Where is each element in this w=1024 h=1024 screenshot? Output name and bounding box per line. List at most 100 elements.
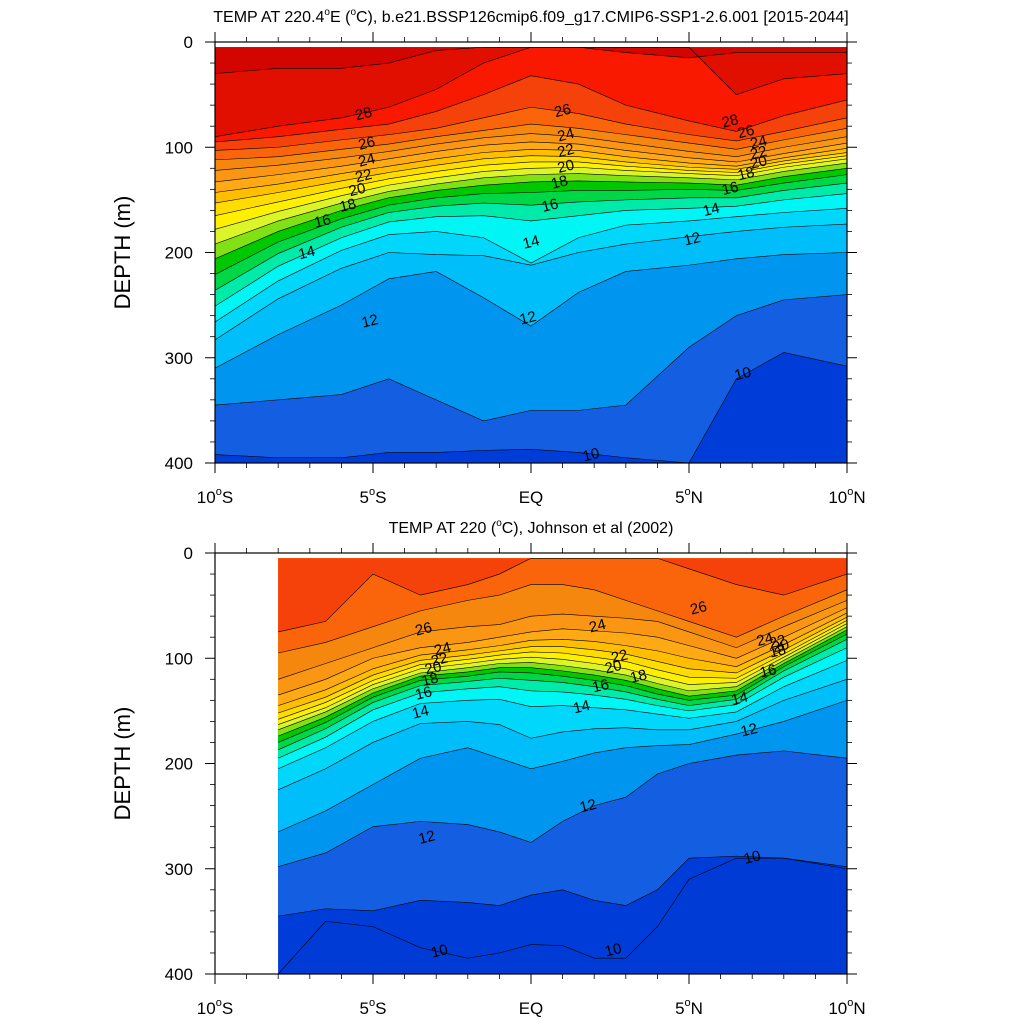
contour-label: 22 — [353, 166, 373, 187]
contour-label: 20 — [556, 156, 576, 177]
contour-label: 12 — [417, 827, 437, 848]
contour-label: 18 — [736, 164, 756, 185]
isotherm-9 — [277, 857, 847, 974]
isotherm-10 — [278, 855, 847, 917]
contour-label: 10 — [742, 847, 762, 868]
contour-fills — [277, 557, 847, 974]
contour-label: 20 — [347, 180, 367, 201]
contour-label: 10 — [603, 940, 623, 961]
contour-label: 24 — [748, 132, 768, 153]
isotherm-15 — [278, 647, 847, 759]
contour-label: 18 — [338, 195, 358, 216]
isotherm-14 — [215, 207, 847, 323]
isotherm-20 — [278, 623, 847, 725]
isotherm-27 — [278, 557, 847, 633]
y-tick-label: 0 — [184, 33, 193, 52]
isotherm-29 — [215, 46, 847, 138]
y-tick-label: 0 — [184, 544, 193, 563]
isotherm-10 — [215, 352, 847, 463]
isotherm-27 — [215, 106, 847, 151]
contour-label: 16 — [720, 179, 740, 200]
y-tick-label: 400 — [165, 454, 193, 473]
contour-label: 10 — [429, 941, 449, 962]
contour-label: 16 — [312, 211, 332, 232]
x-tick-label: 10oN — [828, 486, 865, 507]
contour-label: 22 — [767, 632, 787, 653]
isotherm-22 — [278, 616, 847, 714]
contour-label: 24 — [556, 125, 576, 146]
y-axis-label: DEPTH (m) — [110, 196, 135, 310]
contour-label: 20 — [423, 658, 443, 679]
contour-label: 22 — [429, 650, 449, 671]
isotherm-23 — [215, 148, 847, 193]
x-tick-label: 5oN — [675, 486, 703, 507]
isotherm-15 — [215, 193, 847, 307]
y-tick-label: 300 — [165, 860, 193, 879]
isotherm-16 — [278, 639, 847, 751]
y-tick-label: 200 — [165, 755, 193, 774]
contour-label: 12 — [739, 720, 759, 741]
contour-label: 24 — [357, 150, 377, 171]
contour-label: 24 — [587, 616, 607, 637]
isotherm-14 — [278, 660, 847, 770]
isotherm-23 — [278, 612, 847, 706]
isotherm-16 — [215, 182, 847, 291]
y-tick-label: 300 — [165, 349, 193, 368]
contour-label: 18 — [628, 666, 648, 687]
contour-label: 20 — [771, 636, 791, 657]
isotherm-20 — [215, 158, 847, 230]
contour-label: 10 — [733, 364, 753, 385]
x-tick-label: 5oS — [360, 997, 387, 1018]
isotherm-11 — [215, 294, 847, 422]
y-axis-label: DEPTH (m) — [110, 707, 135, 821]
chart-title: TEMP AT 220 (oC), Johnson et al (2002) — [389, 518, 674, 537]
contour-label: 12 — [360, 311, 380, 332]
contour-label: 12 — [682, 229, 702, 250]
contour-label: 26 — [736, 122, 756, 143]
panel-top: 2826242220181614122624222018161412102826… — [110, 7, 866, 507]
x-tick-label: 10oS — [197, 486, 233, 507]
contour-band-29 — [215, 47, 847, 137]
isotherm-19 — [215, 162, 847, 245]
isotherm-28 — [215, 75, 847, 143]
isotherm-18 — [278, 629, 847, 737]
x-tick-label: 10oS — [197, 997, 233, 1018]
x-tick-label: EQ — [519, 999, 544, 1018]
contour-label: 18 — [420, 670, 440, 691]
contour-label: 22 — [556, 141, 576, 162]
contour-label: 14 — [701, 200, 721, 221]
contour-fills — [215, 46, 847, 463]
isotherm-24 — [215, 141, 847, 183]
y-tick-label: 100 — [165, 138, 193, 157]
isotherm-21 — [215, 155, 847, 216]
contour-label: 20 — [748, 152, 768, 173]
isotherm-13 — [278, 679, 847, 791]
isotherm-19 — [278, 626, 847, 731]
contour-label: 14 — [410, 702, 430, 723]
x-tick-label: 5oN — [675, 997, 703, 1018]
isotherm-12 — [215, 252, 847, 369]
isotherm-26 — [215, 123, 847, 161]
y-tick-label: 400 — [165, 965, 193, 984]
x-tick-label: 10oN — [828, 997, 865, 1018]
contour-label: 20 — [603, 657, 623, 678]
contour-label: 24 — [432, 639, 452, 660]
contour-label: 14 — [297, 243, 317, 264]
isotherm-13 — [215, 223, 847, 341]
isotherm-18 — [215, 168, 847, 260]
contour-label: 26 — [553, 101, 573, 122]
y-tick-label: 100 — [165, 649, 193, 668]
contour-label: 14 — [521, 232, 541, 253]
contour-band-27 — [278, 558, 847, 632]
isotherm-12 — [278, 700, 847, 833]
x-tick-label: EQ — [519, 488, 544, 507]
contour-label: 22 — [609, 646, 629, 667]
x-tick-label: 5oS — [360, 486, 387, 507]
contour-label: 16 — [414, 683, 434, 704]
contour-label: 22 — [748, 143, 768, 164]
contour-label: 18 — [549, 172, 569, 193]
isotherm-26 — [278, 584, 847, 654]
contour-label: 24 — [755, 630, 775, 651]
